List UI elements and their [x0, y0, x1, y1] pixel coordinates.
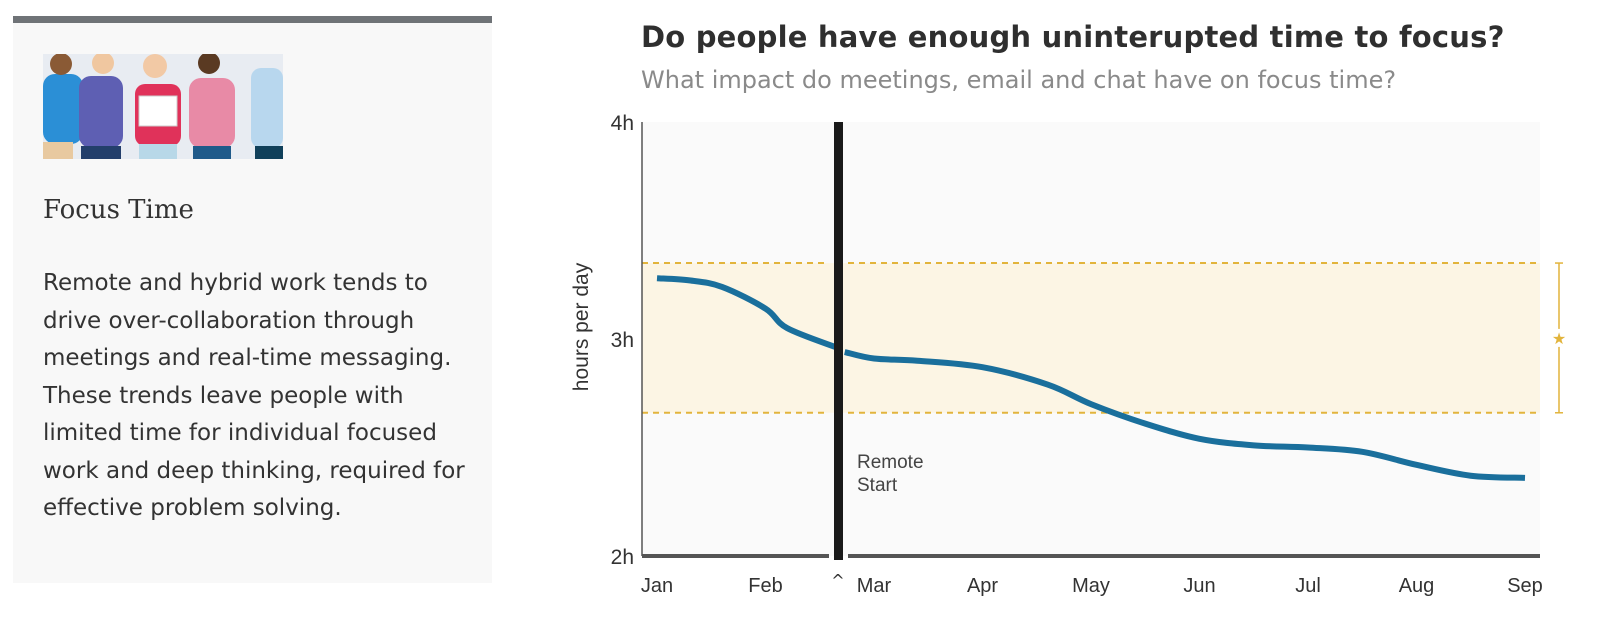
y-tick-label: 2h: [611, 546, 634, 569]
x-tick-label: Mar: [857, 575, 892, 597]
remote-start-label: Remote: [857, 452, 924, 473]
x-tick-label: Sep: [1507, 575, 1543, 597]
card-title: Focus Time: [43, 195, 194, 225]
focus-time-line-segment-1: [656, 275, 839, 351]
chart-subtitle: What impact do meetings, email and chat …: [641, 66, 1397, 94]
chart-title: Do people have enough uninterupted time …: [641, 20, 1505, 54]
x-tick-label: Jul: [1295, 575, 1321, 597]
y-tick-label: 4h: [611, 112, 634, 135]
target-band: [642, 263, 1540, 413]
card-body: Remote and hybrid work tends to drive ov…: [43, 270, 465, 521]
remote-start-label: Start: [857, 475, 898, 496]
remote-start-marker: [834, 122, 843, 560]
band-bracket-gap: [1552, 328, 1566, 347]
y-tick-label: 3h: [611, 329, 634, 352]
x-tick-label: Aug: [1399, 575, 1435, 597]
people-illustration: [43, 54, 283, 159]
focus-time-line-segment-2: [844, 349, 1526, 481]
x-tick-label: May: [1072, 575, 1110, 597]
focus-time-chart: ★ 2h 3h 4h Jan Feb Mar Apr May Jun Jul Aug Sep ^ Remo…: [570, 112, 1566, 597]
remote-start-caret: ^: [831, 571, 844, 590]
x-tick-label: Jun: [1183, 575, 1215, 597]
band-star-marker: ★: [1552, 329, 1566, 348]
x-tick-label: Jan: [641, 575, 673, 597]
x-tick-label: Feb: [748, 575, 782, 597]
focus-time-card: Focus Time Remote and hybrid work tends …: [13, 16, 492, 583]
x-tick-label: Apr: [967, 575, 998, 597]
y-axis-label: hours per day: [570, 262, 593, 391]
